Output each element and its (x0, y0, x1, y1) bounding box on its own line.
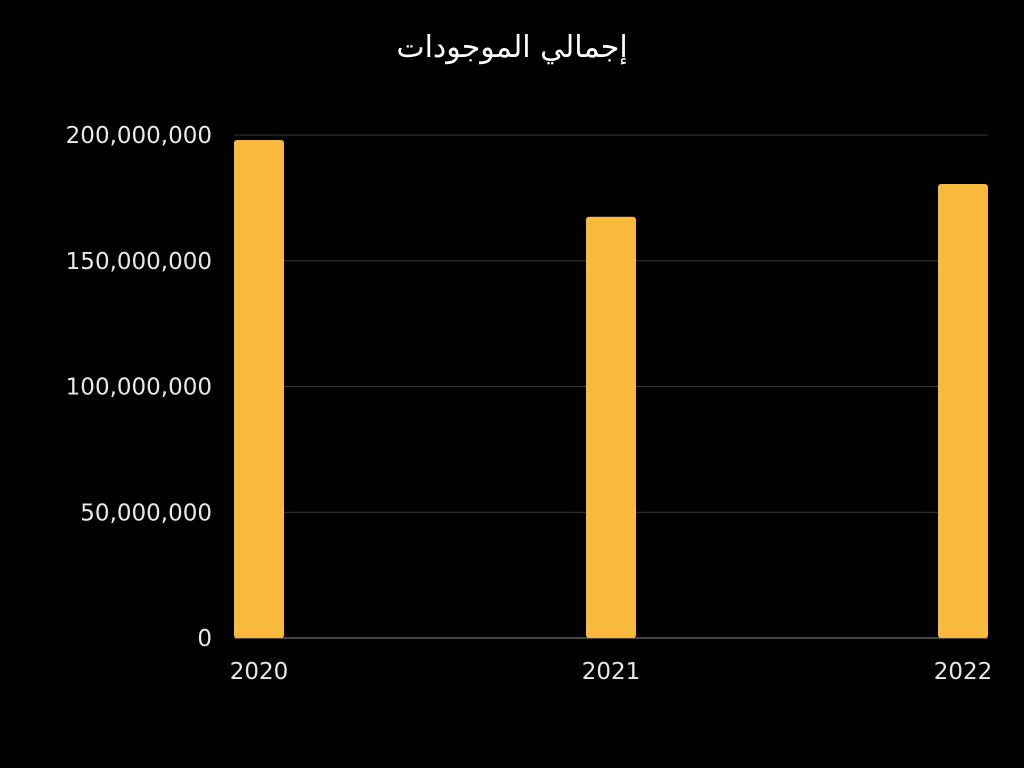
bar-2021 (586, 216, 636, 639)
x-tick-label: 2020 (230, 659, 289, 685)
y-tick-label: 0 (197, 626, 212, 652)
y-tick-label: 150,000,000 (66, 249, 212, 275)
bars (234, 140, 988, 639)
chart-title: إجمالي الموجودات (396, 30, 628, 65)
x-axis: 2020 2021 2022 (230, 659, 993, 685)
y-tick-label: 100,000,000 (66, 375, 212, 401)
y-tick-label: 200,000,000 (66, 123, 212, 149)
y-axis: 0 50,000,000 100,000,000 150,000,000 200,000… (66, 123, 212, 652)
x-tick-label: 2021 (582, 659, 641, 685)
bar-2020 (234, 140, 284, 638)
bar-2022 (938, 184, 988, 639)
y-tick-label: 50,000,000 (80, 500, 212, 526)
x-tick-label: 2022 (934, 659, 993, 685)
